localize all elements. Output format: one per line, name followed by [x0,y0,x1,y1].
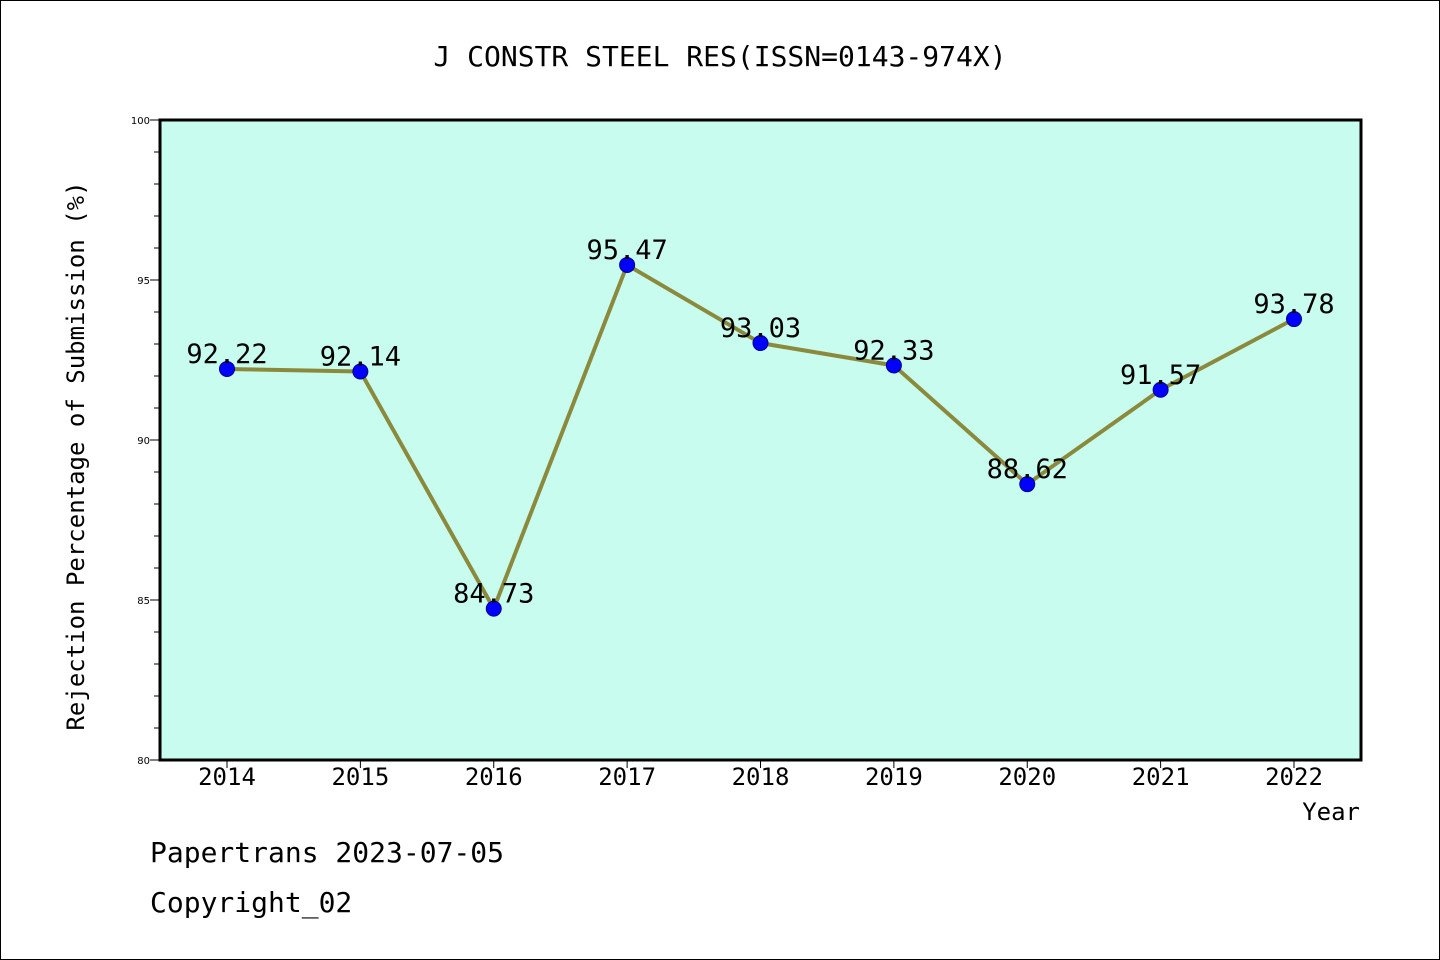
chart-title: J CONSTR STEEL RES(ISSN=0143-974X) [433,40,1006,73]
data-label: 93.78 [1253,289,1334,320]
data-label: 93.03 [720,313,801,344]
y-axis: 80 85 90 95 100 [131,116,160,767]
x-tick-label: 2014 [198,763,256,791]
data-label: 95.47 [586,235,667,266]
data-label: 91.57 [1120,360,1201,391]
data-point [1152,381,1169,398]
y-tick-label: 100 [131,116,150,127]
plot-border [158,118,1363,762]
data-label: 88.62 [987,454,1068,485]
data-point [885,357,902,374]
x-tick-label: 2022 [1265,763,1323,791]
x-tick-label: 2020 [998,763,1056,791]
y-tick-label: 90 [137,436,150,447]
plot-area [160,120,1361,760]
x-tick-label: 2016 [465,763,523,791]
data-label: 92.22 [186,339,267,370]
data-label: 92.14 [320,342,401,373]
y-tick-label: 80 [137,756,150,767]
footer-copyright: Copyright_02 [150,886,353,919]
data-point [1286,311,1302,328]
data-point [219,360,235,377]
data-point [752,335,769,352]
data-label: 84.73 [453,579,534,610]
x-axis-label: Year [1302,798,1360,826]
y-axis-label: Rejection Percentage of Submission (%) [62,181,90,730]
x-axis: 2014 2015 2016 2017 2018 2019 2020 2021 2022 [198,760,1323,791]
data-point [619,256,636,273]
x-tick-label: 2021 [1132,763,1190,791]
data-point [352,363,369,380]
x-tick-label: 2019 [865,763,923,791]
y-tick-label: 95 [137,276,150,287]
series-layer [219,256,1302,617]
data-label-layer: 92.22 92.14 84.73 95.47 93.03 92.33 88.62 91.57… [186,235,1334,610]
x-tick-label: 2018 [732,763,790,791]
y-tick-label: 85 [137,596,150,607]
data-label: 92.33 [853,335,934,366]
x-tick-label: 2015 [331,763,389,791]
data-point [1019,476,1036,493]
footer-date: Papertrans 2023-07-05 [150,836,505,869]
data-point [485,600,502,617]
x-tick-label: 2017 [598,763,656,791]
